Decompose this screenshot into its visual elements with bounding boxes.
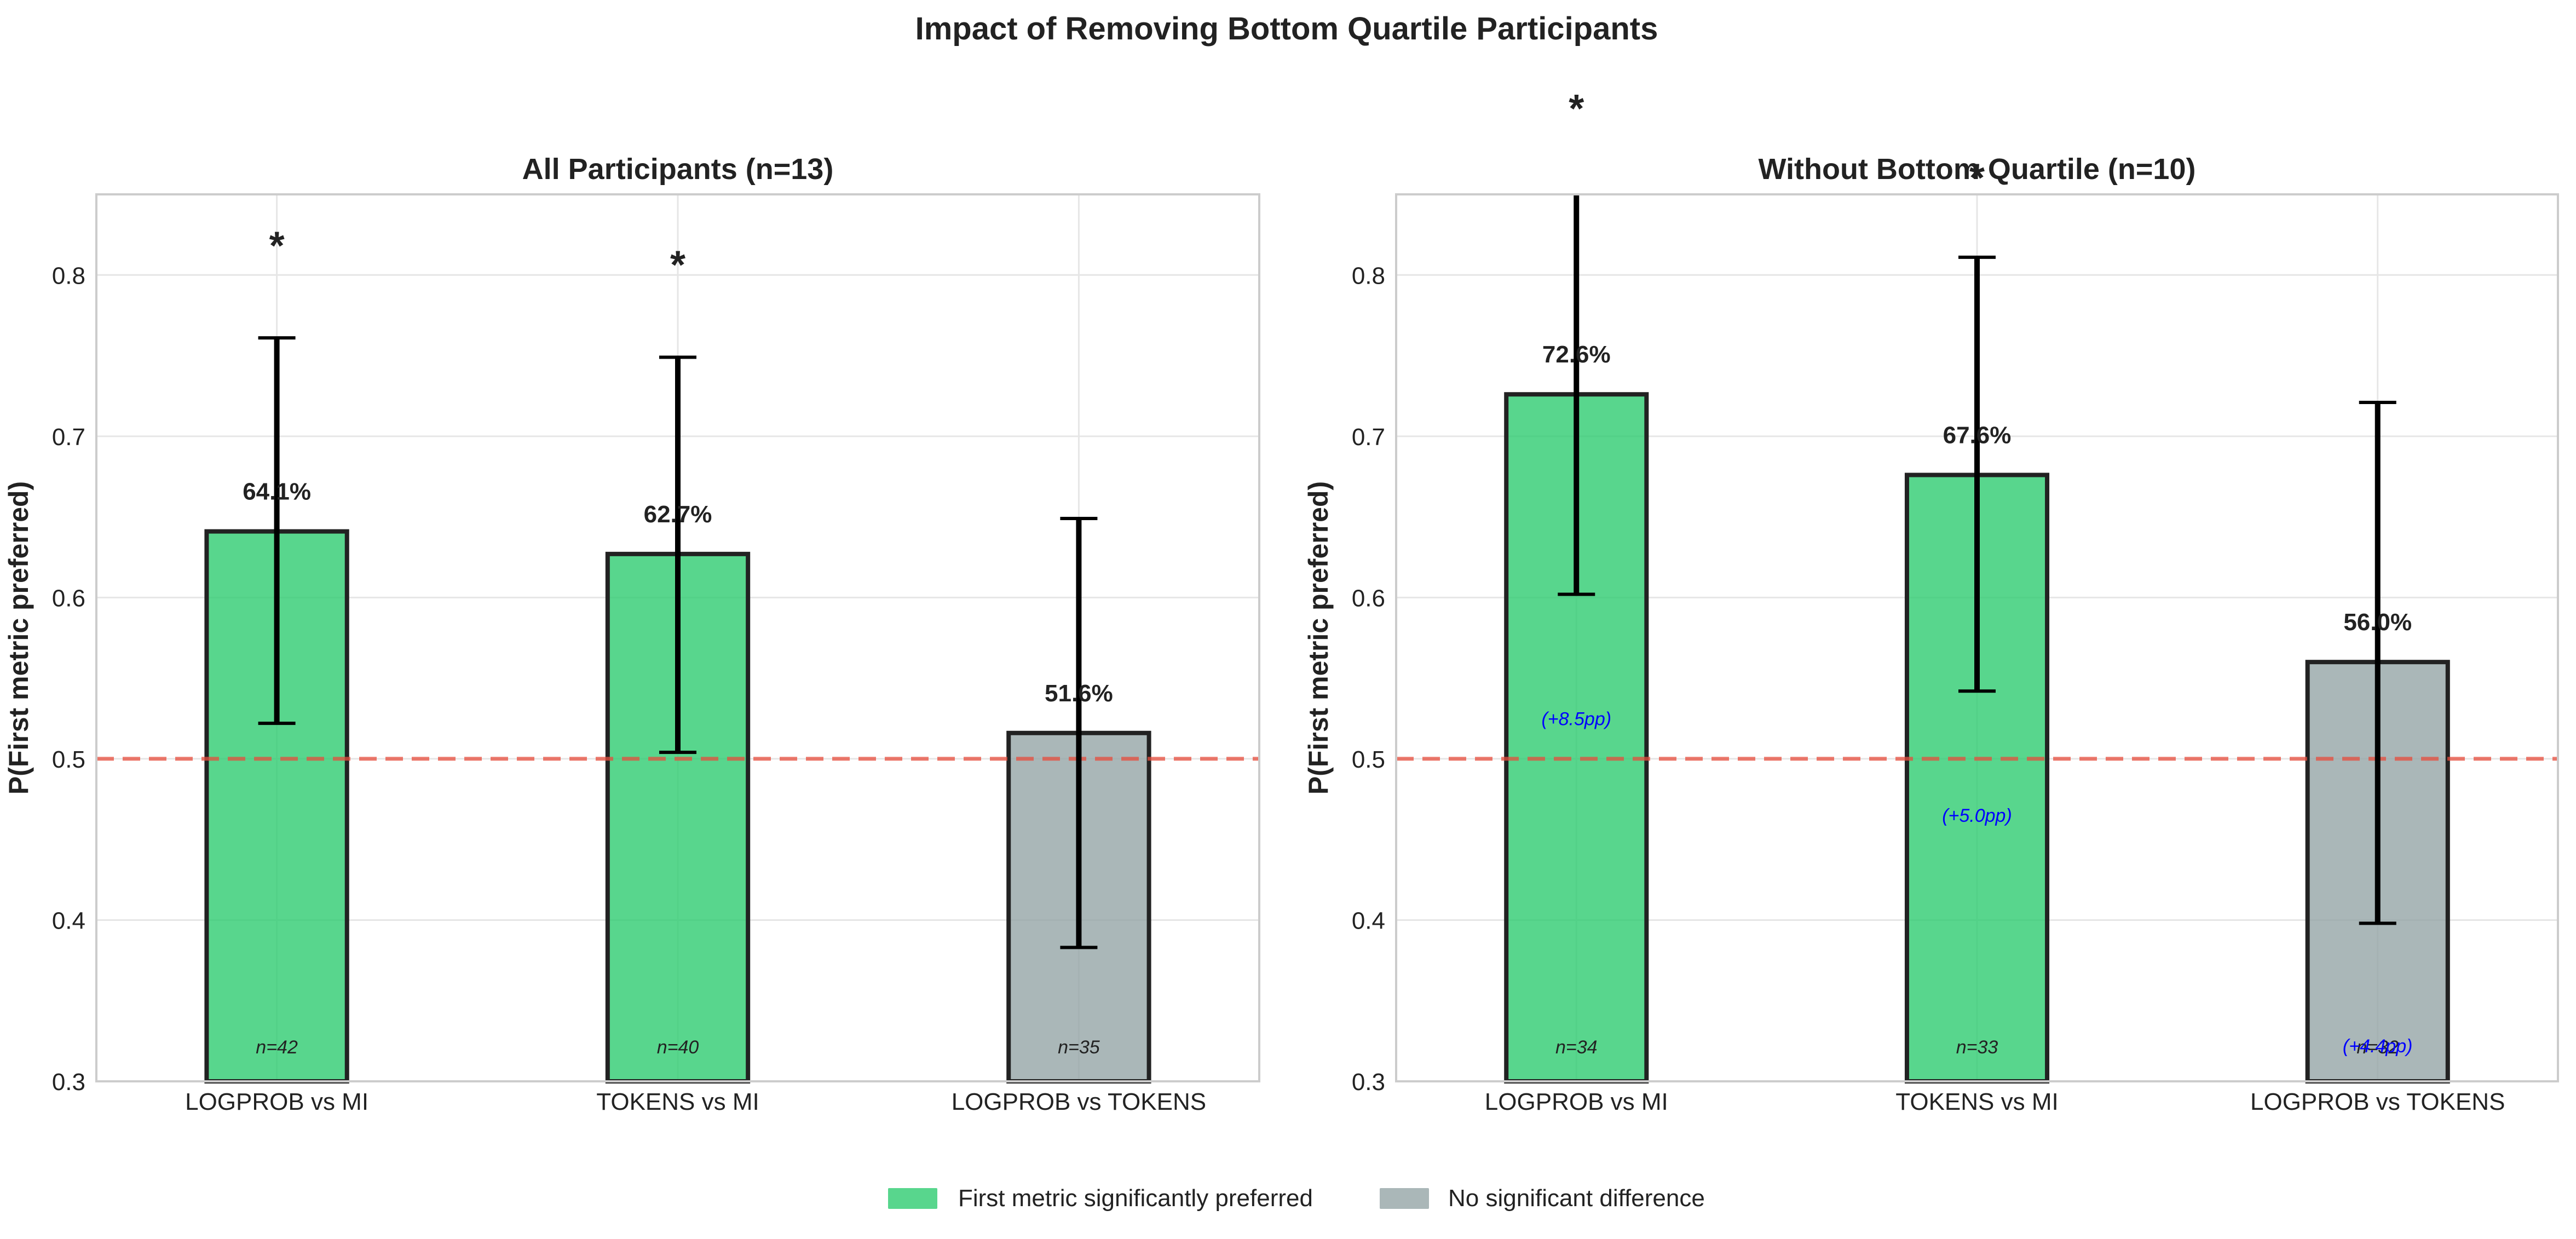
plot-frame xyxy=(95,193,1260,1082)
y-tick-label: 0.6 xyxy=(1352,585,1385,612)
n-label: n=35 xyxy=(1058,1037,1100,1058)
chart-all-participants: 0.3 0.4 0.5 0.6 0.7 0.8 64.1% 62.7% 51.6% * * n=42 n… xyxy=(3,153,1260,1115)
panel-title: All Participants (n=13) xyxy=(522,153,834,186)
n-label: n=33 xyxy=(1956,1037,1998,1058)
x-tick-label: LOGPROB vs TOKENS xyxy=(952,1088,1206,1115)
y-tick-label: 0.4 xyxy=(52,907,85,934)
legend-label-significant: First metric significantly preferred xyxy=(958,1185,1313,1212)
n-label: n=32 xyxy=(2356,1037,2399,1058)
y-axis-label: P(First metric preferred) xyxy=(1303,481,1334,794)
panel-title: Without Bottom Quartile (n=10) xyxy=(1759,153,2196,186)
n-label: n=42 xyxy=(256,1037,298,1058)
y-tick-label: 0.3 xyxy=(52,1069,85,1096)
x-tick-label: LOGPROB vs TOKENS xyxy=(2250,1088,2505,1115)
x-tick-label: LOGPROB vs MI xyxy=(185,1088,368,1115)
legend-label-not-significant: No significant difference xyxy=(1448,1185,1705,1212)
legend-swatch-not-significant xyxy=(1380,1188,1429,1209)
legend-swatch-significant xyxy=(888,1188,937,1209)
y-tick-label: 0.8 xyxy=(52,262,85,289)
significance-star: * xyxy=(670,244,685,287)
significance-star: * xyxy=(269,224,285,268)
x-tick-label: TOKENS vs MI xyxy=(596,1088,759,1115)
y-tick-label: 0.6 xyxy=(52,585,85,612)
y-tick-label: 0.7 xyxy=(1352,424,1385,451)
delta-label: (+4.4pp) xyxy=(2343,1036,2413,1057)
plot-frame xyxy=(1395,193,2559,1082)
n-label: n=34 xyxy=(1555,1037,1598,1058)
delta-label: (+8.5pp) xyxy=(1541,708,1611,729)
value-label: 67.6% xyxy=(1943,422,2012,449)
x-tick-label: LOGPROB vs MI xyxy=(1485,1088,1668,1115)
value-label: 51.6% xyxy=(1045,680,1113,707)
value-label: 72.6% xyxy=(1542,341,1611,368)
legend: First metric significantly preferred No … xyxy=(888,1185,1705,1212)
x-tick-label: TOKENS vs MI xyxy=(1895,1088,2058,1115)
figure-title: Impact of Removing Bottom Quartile Parti… xyxy=(915,11,1658,47)
y-tick-label: 0.3 xyxy=(1352,1069,1385,1096)
delta-label: (+5.0pp) xyxy=(1942,805,2012,826)
y-axis-label: P(First metric preferred) xyxy=(3,481,34,794)
significance-star: * xyxy=(1569,87,1584,131)
y-tick-label: 0.7 xyxy=(52,424,85,451)
value-label: 62.7% xyxy=(644,501,712,528)
y-tick-label: 0.5 xyxy=(52,746,85,773)
chart-without-bottom-quartile: 0.3 0.4 0.5 0.6 0.7 0.8 72.6% 67.6% 56.0% * * n=34 n… xyxy=(1303,87,2559,1115)
value-label: 64.1% xyxy=(243,479,311,505)
significance-star: * xyxy=(1969,157,1985,200)
y-tick-label: 0.8 xyxy=(1352,262,1385,289)
y-tick-label: 0.4 xyxy=(1352,907,1385,934)
value-label: 56.0% xyxy=(2343,609,2412,636)
n-label: n=40 xyxy=(657,1037,699,1058)
y-tick-label: 0.5 xyxy=(1352,746,1385,773)
